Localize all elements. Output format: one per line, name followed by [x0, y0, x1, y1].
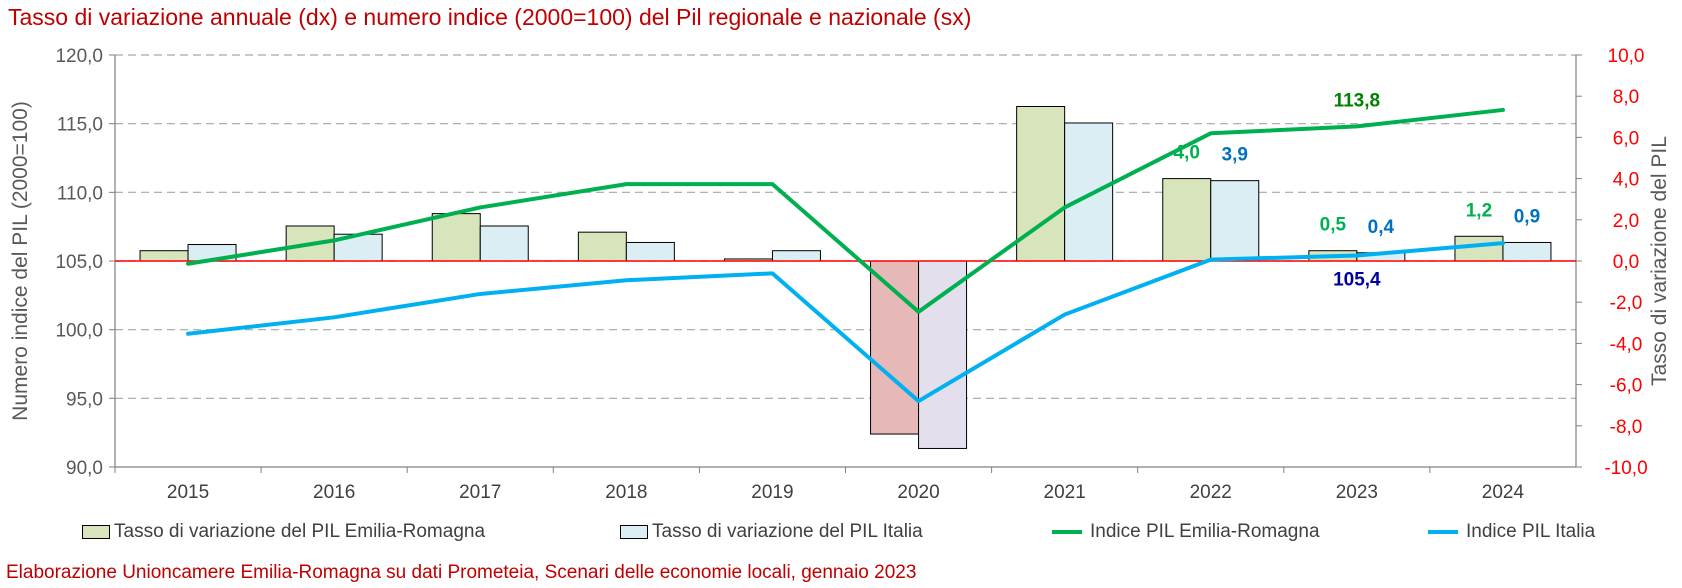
bar-er: [577, 231, 627, 262]
x-tick-label: 2019: [751, 482, 793, 503]
legend-label-line-it: Indice PIL Italia: [1466, 521, 1596, 542]
right-tick-label: 8,0: [1613, 87, 1639, 108]
bar-er: [431, 213, 481, 262]
right-tick-label: -8,0: [1610, 417, 1643, 438]
data-label: 113,8: [1334, 90, 1381, 111]
bar-it: [625, 241, 675, 262]
legend-label-line-er: Indice PIL Emilia-Romagna: [1090, 521, 1320, 542]
right-tick-label: -10,0: [1604, 458, 1647, 479]
data-label: 0,9: [1514, 206, 1540, 227]
line-indice-it: [186, 241, 1505, 404]
left-tick-label: 110,0: [57, 183, 103, 204]
line-indice-er: [186, 107, 1505, 314]
data-label: 3,9: [1222, 145, 1248, 166]
x-tick-label: 2023: [1336, 482, 1378, 503]
x-tick-label: 2016: [313, 482, 355, 503]
legend-swatch-bar-it: [620, 525, 648, 539]
right-tick-label: -2,0: [1610, 293, 1643, 314]
legend-swatch-line-it: [1428, 530, 1458, 534]
legend-item-line-it: Indice PIL Italia: [1428, 520, 1595, 544]
legend-swatch-bar-er: [82, 525, 110, 539]
x-tick-label: 2022: [1190, 482, 1232, 503]
legend-label-bar-it: Tasso di variazione del PIL Italia: [652, 521, 923, 542]
data-label: 105,4: [1333, 270, 1381, 291]
right-tick-label: 6,0: [1613, 128, 1639, 149]
bar-it: [1064, 122, 1114, 262]
right-axis-title: Tasso di variazione del PIL: [1648, 136, 1671, 386]
bar-er: [1162, 178, 1212, 262]
legend-swatch-line-er: [1052, 530, 1082, 534]
left-axis-title: Numero indice del PIL (2000=100): [9, 101, 32, 421]
bar-it: [1210, 180, 1260, 262]
x-tick-label: 2017: [459, 482, 501, 503]
left-tick-label: 90,0: [66, 458, 103, 479]
left-tick-label: 105,0: [55, 252, 103, 273]
x-tick-label: 2015: [167, 482, 209, 503]
right-tick-label: -4,0: [1610, 334, 1643, 355]
chart-title: Tasso di variazione annuale (dx) e numer…: [8, 4, 972, 30]
x-tick-label: 2020: [897, 482, 939, 503]
bar-er: [1454, 235, 1504, 262]
right-tick-label: 0,0: [1613, 252, 1639, 273]
bar-it: [771, 250, 821, 262]
bar-er: [139, 250, 189, 262]
data-label: 1,2: [1466, 200, 1492, 221]
bar-it: [479, 225, 529, 262]
bar-it: [918, 260, 968, 449]
left-tick-label: 115,0: [57, 115, 103, 136]
left-tick-label: 95,0: [66, 389, 103, 410]
x-tick-label: 2024: [1482, 482, 1525, 503]
legend-item-bar-it: Tasso di variazione del PIL Italia: [620, 520, 923, 544]
bar-it: [1502, 241, 1552, 262]
left-tick-label: 120,0: [55, 46, 103, 67]
right-tick-label: 10,0: [1608, 46, 1645, 67]
left-tick-label: 100,0: [55, 321, 103, 342]
x-tick-label: 2018: [605, 482, 647, 503]
legend-label-bar-er: Tasso di variazione del PIL Emilia-Romag…: [114, 521, 486, 542]
data-label: 0,4: [1368, 217, 1395, 238]
x-tick-label: 2021: [1044, 482, 1086, 503]
bar-er: [870, 260, 920, 435]
legend-item-line-er: Indice PIL Emilia-Romagna: [1052, 520, 1320, 544]
chart-source: Elaborazione Unioncamere Emilia-Romagna …: [6, 562, 917, 583]
data-label: 0,5: [1320, 215, 1347, 236]
combo-chart: 90,0 95,0 100,0 105,0 110,0 115,0 120,0 -10,0 -8…: [9, 46, 1671, 503]
right-tick-label: -6,0: [1610, 376, 1643, 397]
legend-item-bar-er: Tasso di variazione del PIL Emilia-Romag…: [82, 520, 485, 544]
right-tick-label: 2,0: [1613, 211, 1639, 232]
data-label: 4,0: [1174, 143, 1200, 164]
right-tick-label: 4,0: [1613, 170, 1639, 191]
